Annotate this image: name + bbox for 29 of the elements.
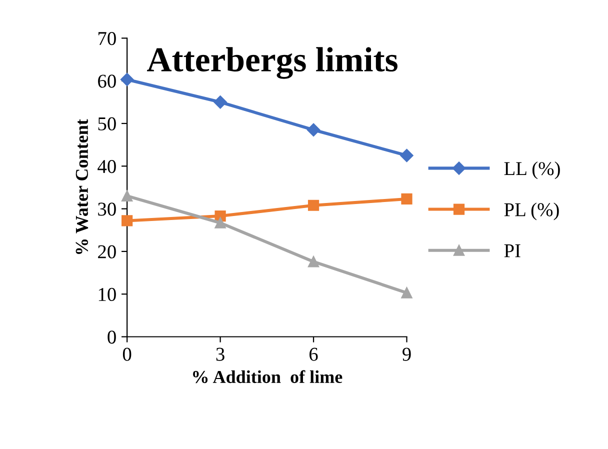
y-tick-label: 50 xyxy=(98,117,116,130)
point xyxy=(401,287,412,298)
legend-label: LL (%) xyxy=(504,162,560,180)
point xyxy=(122,215,133,226)
y-tick-label: 0 xyxy=(108,330,116,344)
point xyxy=(214,217,226,228)
y-tick-label: 40 xyxy=(98,160,116,174)
point xyxy=(308,256,320,268)
legend-label: PI xyxy=(504,244,520,258)
x-tick-label: 9 xyxy=(402,348,411,361)
point xyxy=(306,123,320,136)
y-tick-label: 30 xyxy=(98,202,116,216)
point xyxy=(214,96,227,109)
point xyxy=(308,200,320,211)
x-tick-label: 3 xyxy=(216,348,224,361)
x-tick-label: 6 xyxy=(310,348,318,361)
point xyxy=(400,148,414,162)
x-axis-title: % Addition of lime xyxy=(193,370,342,384)
y-axis-title: % Water Content xyxy=(76,119,88,254)
y-tick-label: 60 xyxy=(98,74,116,88)
y-tick-label: 70 xyxy=(98,32,116,46)
y-tick-label: 20 xyxy=(98,245,116,258)
point xyxy=(401,193,412,205)
point xyxy=(122,190,133,202)
chart-title: Atterbergs limits xyxy=(147,47,398,79)
legend-label: PL (%) xyxy=(504,202,559,220)
x-tick-label: 0 xyxy=(122,348,132,361)
point xyxy=(120,72,134,86)
y-tick-label: 10 xyxy=(98,288,116,302)
